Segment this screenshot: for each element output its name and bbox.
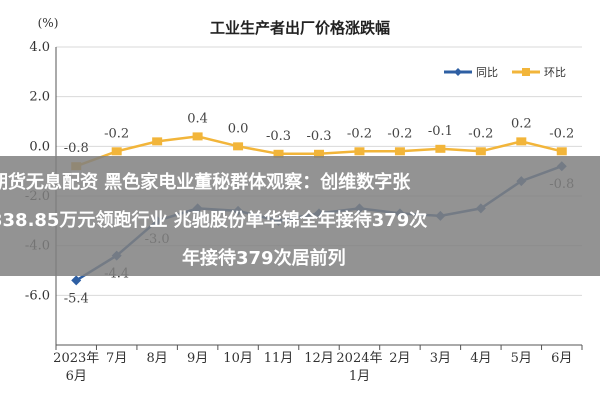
x-tick-label: 8月: [147, 351, 168, 366]
overlay-headline-line-1: 期货无息配资 黑色家电业董秘群体观察：创维数字张: [0, 172, 411, 193]
data-label: -5.4: [64, 291, 89, 306]
y-tick-label: 0.0: [29, 139, 50, 154]
legend: 同比 环比: [444, 66, 566, 79]
legend-label: 同比: [476, 66, 498, 79]
data-label: -0.2: [387, 126, 412, 141]
x-tick-label: 7月: [106, 351, 127, 366]
x-tick-label: 4月: [470, 351, 491, 366]
chart-title: 工业生产者出厂价格涨跌幅: [210, 19, 390, 37]
data-label: -0.2: [104, 126, 129, 141]
overlay-headline-line-2: 338.85万元领跑行业 兆驰股份单华锦全年接待379次: [0, 210, 428, 231]
series-point-square: [314, 149, 324, 158]
series-point-square: [556, 147, 567, 156]
series-point-square: [111, 147, 122, 156]
series-point-square: [516, 137, 527, 146]
data-label: -0.2: [468, 126, 493, 141]
data-label: -0.3: [266, 129, 291, 144]
data-label: 0.4: [187, 111, 208, 126]
data-label: -0.8: [64, 141, 89, 156]
y-tick-label: -6.0: [25, 288, 50, 303]
series-point-square: [394, 147, 405, 156]
legend-marker-square: [522, 68, 530, 76]
y-unit-label: (%): [38, 16, 59, 30]
x-tick-label: 2月: [389, 351, 410, 366]
x-tick-label: 2024年: [336, 351, 382, 366]
x-tick-label: 3月: [430, 351, 451, 366]
x-tick-label: 6月: [551, 351, 572, 366]
overlay-headline-line-3: 年接待379次居前列: [182, 248, 346, 269]
legend-marker-diamond: [454, 68, 462, 76]
data-label: -0.3: [306, 129, 331, 144]
x-tick-label: 1月: [349, 369, 370, 384]
series-point-diamond: [71, 275, 82, 286]
series-point-square: [354, 147, 365, 156]
x-tick-label: 2023年: [53, 351, 99, 366]
x-tick-label: 9月: [187, 351, 208, 366]
x-tick-label: 6月: [66, 369, 87, 384]
y-tick-label: 4.0: [29, 40, 50, 55]
x-tick-label: 5月: [511, 351, 532, 366]
x-tick-label: 11月: [264, 351, 294, 366]
legend-label: 环比: [544, 66, 566, 79]
x-tick-label: 12月: [304, 351, 334, 366]
y-tick-label: 2.0: [29, 90, 50, 105]
series-point-square: [273, 149, 284, 158]
series-point-square: [435, 144, 446, 153]
series-point-square: [233, 142, 244, 151]
series-point-square: [475, 147, 486, 156]
news-overlay-banner[interactable]: 期货无息配资 黑色家电业董秘群体观察：创维数字张 338.85万元领跑行业 兆驰…: [0, 156, 600, 276]
data-label: 0.2: [511, 116, 532, 131]
data-label: 0.0: [228, 121, 249, 136]
x-tick-label: 10月: [223, 351, 253, 366]
data-label: -0.2: [347, 126, 372, 141]
data-label: -0.1: [428, 124, 453, 139]
axes: 4.02.00.0-2.0-4.0-6.02023年6月7月8月9月10月11月…: [25, 40, 583, 384]
data-label: -0.2: [549, 126, 574, 141]
series-point-square: [192, 132, 203, 141]
series-point-square: [152, 137, 163, 146]
